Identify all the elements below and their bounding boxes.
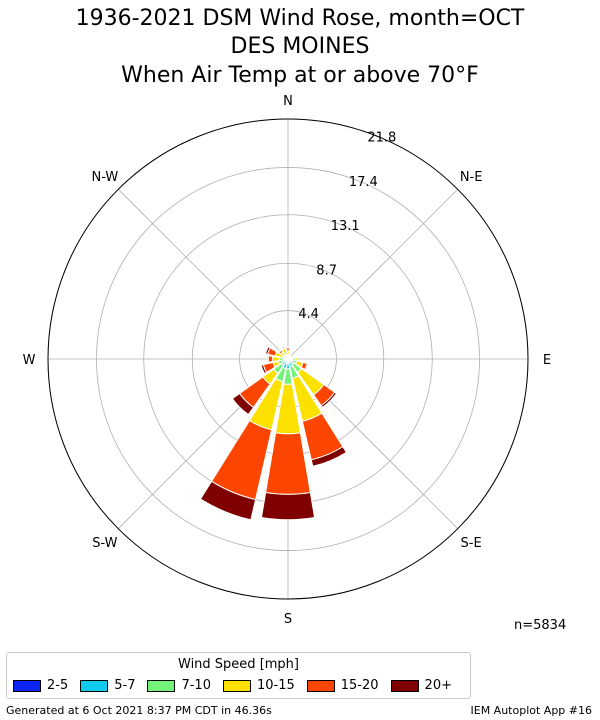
- legend-item: 2-5: [13, 678, 68, 693]
- direction-label: S-E: [461, 536, 482, 551]
- legend-item: 5-7: [80, 678, 135, 693]
- wind-bar-segment: [285, 346, 291, 349]
- wind-bar-segment: [304, 362, 309, 371]
- wind-bar-segment: [199, 480, 257, 521]
- legend-item: 20+: [390, 678, 452, 693]
- footer-app: IEM Autoplot App #16: [470, 704, 593, 717]
- radial-tick-label: 4.4: [298, 307, 319, 322]
- legend-label: 20+: [424, 678, 452, 693]
- legend-swatch: [222, 679, 251, 692]
- legend-label: 5-7: [114, 678, 136, 693]
- legend-label: 2-5: [47, 678, 69, 693]
- wind-bar-segment: [264, 346, 271, 355]
- radial-tick-label: 17.4: [349, 175, 378, 190]
- legend-item: 10-15: [222, 678, 295, 693]
- legend-swatch: [147, 679, 176, 692]
- legend: Wind Speed [mph] 2-5 5-7 7-10 10-15 15-2…: [6, 652, 471, 699]
- wind-bar-segment: [310, 446, 348, 467]
- legend-swatch: [80, 679, 109, 692]
- sample-count: n=5834: [514, 618, 567, 633]
- direction-label: S-W: [92, 536, 117, 551]
- outer-circle: [47, 118, 529, 600]
- wind-bar-segment: [265, 432, 311, 495]
- radial-tick-label: 13.1: [331, 219, 360, 234]
- legend-items: 2-5 5-7 7-10 10-15 15-20 20+: [13, 678, 464, 693]
- wind-bar-segment: [295, 356, 299, 362]
- direction-label: N: [283, 94, 293, 109]
- legend-label: 15-20: [340, 678, 379, 693]
- direction-label: W: [23, 353, 36, 368]
- legend-swatch: [306, 679, 335, 692]
- chart-title-line-1: 1936-2021 DSM Wind Rose, month=OCT: [75, 6, 525, 31]
- direction-label: S: [284, 612, 292, 627]
- legend-label: 10-15: [256, 678, 295, 693]
- legend-swatch: [390, 679, 419, 692]
- footer-generated: Generated at 6 Oct 2021 8:37 PM CDT in 4…: [6, 704, 272, 717]
- wind-bar-segment: [260, 491, 316, 521]
- legend-title: Wind Speed [mph]: [178, 657, 299, 672]
- wind-bar-segment: [260, 364, 268, 375]
- angular-grid-line: [287, 189, 458, 360]
- legend-item: 7-10: [147, 678, 211, 693]
- legend-label: 7-10: [181, 678, 211, 693]
- direction-label: E: [543, 353, 551, 368]
- radial-tick-label: 8.7: [316, 264, 337, 279]
- wind-bar-segment: [266, 354, 270, 364]
- wind-bar-segment: [280, 345, 286, 350]
- angular-grid-line: [118, 189, 289, 360]
- wind-bar-segment: [277, 348, 283, 354]
- legend-swatch: [13, 679, 41, 692]
- legend-item: 15-20: [306, 678, 379, 693]
- wind-bar-segment: [231, 392, 255, 416]
- chart-title-line-3: When Air Temp at or above 70°F: [121, 63, 479, 88]
- direction-label: N-W: [91, 170, 118, 185]
- direction-label: N-E: [460, 170, 483, 185]
- radial-tick-label: 21.8: [367, 130, 396, 145]
- wind-bar-segment: [320, 391, 338, 409]
- chart-title-line-2: DES MOINES: [230, 34, 370, 59]
- wind-bar-segment: [267, 355, 274, 363]
